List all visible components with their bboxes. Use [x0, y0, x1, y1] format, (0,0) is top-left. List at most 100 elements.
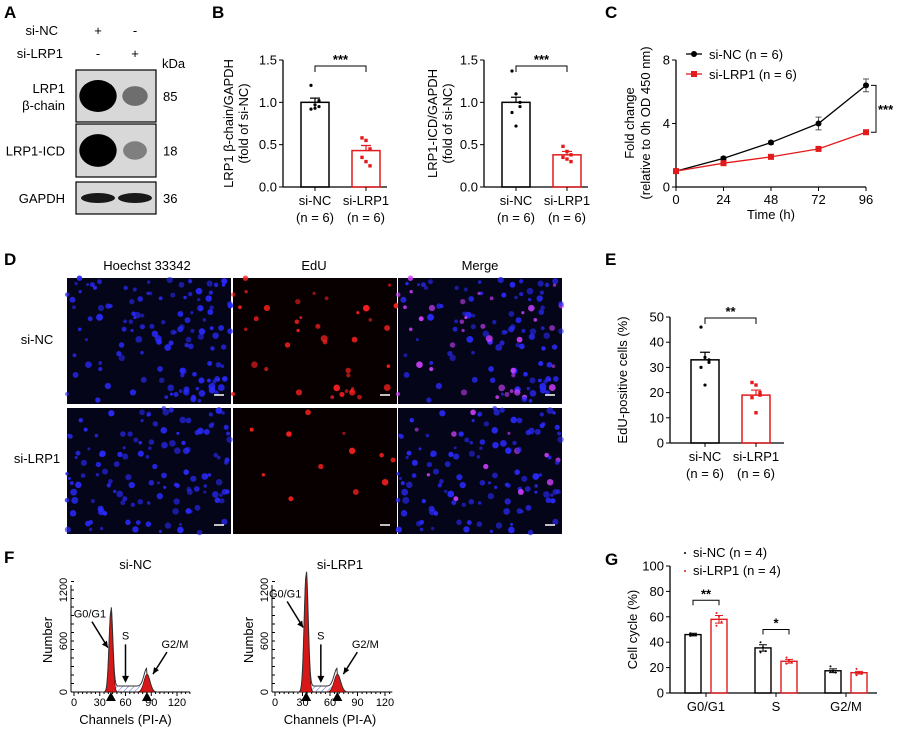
data-point — [699, 365, 703, 369]
histogram-envelope — [100, 607, 158, 693]
arrowhead — [101, 640, 108, 648]
micrograph-background — [233, 278, 397, 404]
nucleus — [451, 500, 457, 506]
nucleus — [528, 427, 535, 435]
nucleus — [470, 324, 476, 330]
nucleus — [221, 518, 228, 525]
nucleus — [400, 481, 405, 486]
nucleus — [70, 488, 78, 496]
data-point — [754, 383, 758, 387]
micrograph-hoechst — [64, 275, 234, 404]
nucleus — [190, 475, 197, 482]
data-point — [759, 651, 762, 654]
x-tick-label: 0 — [71, 697, 77, 709]
nucleus — [208, 290, 214, 295]
nucleus — [540, 305, 545, 310]
nucleus — [390, 457, 396, 463]
data-point — [855, 667, 858, 670]
nucleus — [479, 479, 486, 486]
micrograph-background — [67, 278, 231, 404]
nucleus — [541, 346, 546, 351]
nucleus — [148, 446, 152, 450]
nucleus — [152, 463, 158, 470]
nucleus — [437, 483, 443, 488]
bar — [501, 101, 531, 188]
nucleus — [120, 431, 126, 437]
significance-label: *** — [878, 102, 894, 117]
nucleus — [534, 484, 538, 488]
nucleus — [387, 283, 392, 287]
nucleus — [407, 275, 414, 281]
nucleus — [426, 473, 431, 477]
x-tick-label: G0/G1 — [687, 699, 725, 714]
nucleus — [414, 427, 419, 432]
nucleus — [468, 450, 475, 457]
arrowhead — [317, 675, 325, 683]
nucleus — [203, 428, 210, 435]
nucleus — [552, 283, 557, 287]
nucleus — [514, 295, 518, 300]
nucleus — [521, 311, 525, 315]
y-tick-label: 0 — [259, 689, 271, 695]
nucleus — [456, 474, 463, 481]
legend-label: si-NC (n = 6) — [709, 47, 783, 62]
nucleus — [500, 392, 504, 396]
arrowhead — [343, 667, 350, 675]
nucleus — [96, 313, 104, 321]
nucleus — [215, 407, 223, 414]
nucleus — [186, 489, 193, 495]
nucleus — [168, 340, 174, 346]
data-point — [364, 138, 368, 143]
nucleus — [509, 522, 514, 526]
nucleus — [249, 427, 254, 432]
nucleus — [198, 377, 205, 384]
nucleus — [192, 371, 197, 377]
nucleus — [344, 389, 349, 393]
nucleus — [498, 384, 506, 392]
error-bar — [310, 97, 320, 103]
nucleus — [146, 501, 151, 505]
arrowhead — [297, 620, 304, 628]
y-axis-label-2: (fold of si-NC) — [236, 83, 251, 163]
nucleus — [439, 479, 444, 484]
error-bar — [361, 144, 371, 151]
nucleus — [342, 431, 346, 435]
nucleus — [509, 281, 516, 288]
nucleus — [529, 328, 537, 335]
legend-marker — [691, 71, 697, 77]
blot-2 — [75, 181, 157, 215]
nucleus — [215, 361, 222, 368]
nucleus — [128, 481, 135, 489]
nucleus — [497, 276, 504, 284]
data-point — [689, 634, 692, 637]
y-axis-label: LRP1 β-chain/GAPDH — [221, 59, 236, 188]
data-point — [569, 153, 573, 157]
x-axis-label: Channels (PI-A) — [79, 712, 171, 727]
data-point — [565, 149, 569, 154]
series-0: si-NC (n = 6) — [673, 47, 869, 175]
nucleus — [167, 384, 175, 392]
nucleus — [145, 454, 150, 459]
bar — [351, 149, 381, 188]
nucleus — [471, 419, 475, 423]
nucleus — [444, 489, 448, 494]
nucleus — [88, 520, 94, 525]
nucleus — [339, 391, 345, 397]
nucleus — [221, 411, 225, 415]
nucleus — [243, 327, 248, 332]
data-point — [768, 153, 774, 160]
peak-label: G2/M — [162, 639, 189, 651]
nucleus — [510, 367, 516, 374]
x-tick-label: si-LRP1 — [343, 193, 389, 208]
nucleus — [514, 469, 520, 475]
nucleus — [183, 469, 189, 475]
nucleus — [545, 497, 552, 504]
y-tick-label: 0 — [657, 436, 664, 451]
nucleus — [320, 335, 328, 343]
nucleus — [213, 282, 219, 288]
nucleus — [523, 371, 528, 377]
nucleus — [512, 440, 517, 446]
nucleus — [158, 529, 162, 534]
nucleus — [537, 280, 544, 287]
nucleus — [74, 281, 78, 286]
